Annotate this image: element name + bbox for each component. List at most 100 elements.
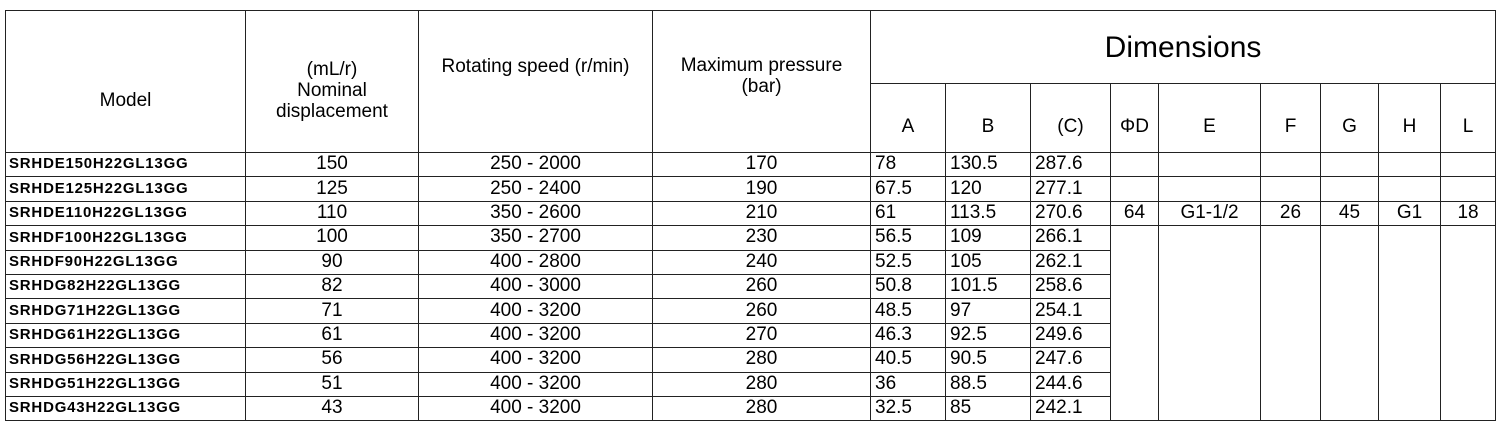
displacement-cell: 43	[245, 395, 419, 422]
displacement-unit: (mL/r)	[306, 59, 358, 81]
dimension-header: (C)	[1030, 83, 1111, 153]
table-row: SRHDG82H22GL13GG 82 400 - 3000 260 50.8 101.5…	[5, 273, 1496, 300]
pressure-cell: 280	[652, 347, 871, 373]
displacement-cell: 100	[245, 225, 419, 251]
model-cell: SRHDF100H22GL13GG	[5, 225, 246, 251]
speed-cell: 400 - 3200	[418, 371, 653, 397]
dim-c-cell: 249.6	[1030, 322, 1111, 349]
table-row: SRHDE150H22GL13GG 150 250 - 2000 170 78 130.5…	[5, 151, 1497, 178]
dimension-header: L	[1439, 83, 1497, 153]
dim-c-cell: 247.6	[1030, 347, 1111, 373]
header-pressure: Maximum pressure (bar)	[652, 10, 871, 153]
empty-cell	[1260, 151, 1321, 178]
empty-cell	[1439, 176, 1497, 202]
empty-cell	[1158, 151, 1261, 178]
empty-cell	[1378, 176, 1441, 202]
dimension-header: A	[870, 83, 946, 153]
dim-b-cell: 113.5	[945, 200, 1031, 227]
speed-cell: 400 - 2800	[418, 249, 653, 275]
model-cell: SRHDE125H22GL13GG	[5, 176, 246, 202]
speed-cell: 350 - 2600	[418, 200, 653, 227]
header-dimensions: Dimensions	[869, 10, 1497, 84]
dim-b-cell: 130.5	[945, 151, 1031, 178]
header-displacement: (mL/r) Nominal displacement	[245, 10, 419, 153]
empty-cell	[1110, 225, 1159, 422]
table-row: SRHDG51H22GL13GG 51 400 - 3200 280 36 88.5 244…	[5, 371, 1496, 397]
dimension-header: F	[1260, 83, 1321, 153]
speed-cell: 400 - 3200	[418, 298, 653, 324]
model-cell: SRHDG71H22GL13GG	[5, 298, 246, 324]
dimension-header: G	[1320, 83, 1379, 153]
dim-c-cell: 266.1	[1030, 225, 1111, 251]
pressure-cell: 280	[652, 371, 871, 397]
dimension-header: H	[1378, 83, 1441, 153]
pressure-cell: 190	[652, 176, 871, 202]
dim-a-cell: 48.5	[870, 298, 946, 324]
model-cell: SRHDG61H22GL13GG	[5, 322, 246, 349]
shared-dimension-cell: 64	[1110, 200, 1159, 227]
model-cell: SRHDG51H22GL13GG	[5, 371, 246, 397]
speed-cell: 350 - 2700	[418, 225, 653, 251]
dim-c-cell: 262.1	[1030, 249, 1111, 275]
speed-cell: 400 - 3200	[418, 347, 653, 373]
shared-dimension-cell: 26	[1260, 200, 1321, 227]
displacement-cell: 51	[245, 371, 419, 397]
model-cell: SRHDF90H22GL13GG	[5, 249, 246, 275]
dim-a-cell: 78	[870, 151, 946, 178]
empty-cell	[1439, 225, 1497, 422]
displacement-cell: 150	[245, 151, 419, 178]
dim-a-cell: 50.8	[870, 273, 946, 300]
model-cell: SRHDG43H22GL13GG	[5, 395, 246, 422]
dim-b-cell: 92.5	[945, 322, 1031, 349]
spec-table: Model (mL/r) Nominal displacement Rotati…	[5, 10, 1497, 422]
pressure-cell: 260	[652, 273, 871, 300]
displacement-cell: 82	[245, 273, 419, 300]
displacement-cell: 125	[245, 176, 419, 202]
dim-c-cell: 277.1	[1030, 176, 1111, 202]
shared-dimension-cell: 18	[1439, 200, 1497, 227]
model-cell: SRHDG56H22GL13GG	[5, 347, 246, 373]
displacement-label: Nominal displacement	[276, 80, 388, 122]
header-model: Model	[5, 10, 246, 153]
dim-b-cell: 97	[945, 298, 1031, 324]
dim-b-cell: 120	[945, 176, 1031, 202]
empty-cell	[1439, 151, 1497, 178]
pressure-cell: 230	[652, 225, 871, 251]
empty-cell	[1320, 176, 1379, 202]
displacement-cell: 90	[245, 249, 419, 275]
empty-cell	[1158, 176, 1261, 202]
table-row: SRHDF100H22GL13GG 100 350 - 2700 230 56.5 109…	[5, 225, 1497, 422]
shared-dimension-cell: G1	[1378, 200, 1441, 227]
displacement-cell: 71	[245, 298, 419, 324]
empty-cell	[1378, 151, 1441, 178]
dim-a-cell: 32.5	[870, 395, 946, 422]
displacement-cell: 56	[245, 347, 419, 373]
speed-cell: 250 - 2400	[418, 176, 653, 202]
pressure-cell: 240	[652, 249, 871, 275]
dimension-header: E	[1158, 83, 1261, 153]
table-row: SRHDE110H22GL13GG 110 350 - 2600 210 61 113.5…	[5, 200, 1497, 227]
dimension-header: B	[945, 83, 1031, 153]
empty-cell	[1110, 176, 1159, 202]
model-cell: SRHDE150H22GL13GG	[5, 151, 246, 178]
dimension-header: ΦD	[1110, 83, 1159, 153]
dim-b-cell: 109	[945, 225, 1031, 251]
dim-a-cell: 67.5	[870, 176, 946, 202]
header-speed: Rotating speed (r/min)	[418, 10, 653, 153]
pressure-cell: 260	[652, 298, 871, 324]
dim-b-cell: 101.5	[945, 273, 1031, 300]
dim-b-cell: 105	[945, 249, 1031, 275]
speed-cell: 400 - 3200	[418, 395, 653, 422]
empty-cell	[1260, 225, 1321, 422]
dim-a-cell: 56.5	[870, 225, 946, 251]
table-row: SRHDF90H22GL13GG 90 400 - 2800 240 52.5 105 26…	[5, 249, 1496, 275]
displacement-cell: 61	[245, 322, 419, 349]
speed-cell: 400 - 3200	[418, 322, 653, 349]
pressure-cell: 280	[652, 395, 871, 422]
dim-c-cell: 270.6	[1030, 200, 1111, 227]
model-cell: SRHDE110H22GL13GG	[5, 200, 246, 227]
dim-c-cell: 287.6	[1030, 151, 1111, 178]
dim-a-cell: 36	[870, 371, 946, 397]
model-cell: SRHDG82H22GL13GG	[5, 273, 246, 300]
